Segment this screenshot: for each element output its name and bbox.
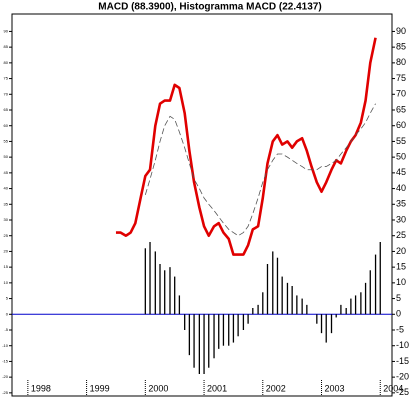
y-tick-label: 70 — [396, 89, 406, 99]
y-tick-label: 85 — [396, 42, 406, 52]
x-tick-label: 2004 — [383, 383, 403, 393]
y-tick-label-left: 70 — [4, 91, 9, 96]
y-tick-label-left: 65 — [4, 107, 9, 112]
plot-frame — [11, 13, 393, 397]
y-tick-label: 80 — [396, 57, 406, 67]
y-tick-label-left: 60 — [4, 123, 9, 128]
x-tick-label: 2003 — [325, 383, 345, 393]
signal-line — [144, 103, 376, 237]
y-tick-label-left: 10 — [4, 280, 9, 285]
x-tick-label: 2001 — [207, 383, 227, 393]
y-tick-label: 10 — [396, 277, 406, 287]
y-tick-label-left: 0 — [6, 311, 9, 316]
x-tick-label: 2002 — [266, 383, 286, 393]
y-tick-label: 55 — [396, 136, 406, 146]
y-tick-label-left: 85 — [4, 44, 9, 49]
y-tick-label-left: 5 — [6, 296, 9, 301]
y-tick-label-left: 30 — [4, 217, 9, 222]
y-tick-label-left: 40 — [4, 186, 9, 191]
y-tick-label-left: 15 — [4, 264, 9, 269]
y-tick-label-left: 80 — [4, 60, 9, 65]
y-tick-label-left: -15 — [2, 358, 9, 363]
x-tick-label: 1999 — [90, 383, 110, 393]
y-tick-label-left: 45 — [4, 170, 9, 175]
chart-title: MACD (88.3900), Histogramma MACD (22.413… — [98, 2, 321, 13]
y-tick-label: 25 — [396, 230, 406, 240]
y-tick-label: -25 — [396, 387, 409, 397]
y-tick-label-left: 20 — [4, 248, 9, 253]
y-tick-label: -15 — [396, 356, 409, 366]
y-tick-label: -20 — [396, 372, 409, 382]
y-tick-label: 0 — [396, 309, 401, 319]
y-tick-label-left: 50 — [4, 154, 9, 159]
y-tick-label: 35 — [396, 199, 406, 209]
y-tick-label: 5 — [396, 293, 401, 303]
y-tick-label: 50 — [396, 152, 406, 162]
y-tick-label: 60 — [396, 120, 406, 130]
x-tick-label: 2000 — [148, 383, 168, 393]
y-tick-label: -10 — [396, 340, 409, 350]
y-tick-label: 90 — [396, 26, 406, 36]
y-tick-label: 45 — [396, 167, 406, 177]
y-tick-label-left: -25 — [2, 390, 9, 395]
y-tick-label: 40 — [396, 183, 406, 193]
macd-line — [115, 37, 377, 256]
y-tick-label: 65 — [396, 104, 406, 114]
y-tick-label: 30 — [396, 214, 406, 224]
y-tick-label-left: 35 — [4, 201, 9, 206]
x-tick-label: 1998 — [31, 383, 51, 393]
y-tick-label-left: -20 — [2, 374, 9, 379]
y-tick-label-left: 75 — [4, 76, 9, 81]
y-tick-label: 20 — [396, 246, 406, 256]
y-tick-label: 15 — [396, 262, 406, 272]
y-tick-label-left: 25 — [4, 233, 9, 238]
y-tick-label-left: 90 — [4, 28, 9, 33]
y-tick-label-left: 55 — [4, 138, 9, 143]
y-tick-label: 75 — [396, 73, 406, 83]
y-tick-label-left: -10 — [2, 343, 9, 348]
y-tick-label: -5 — [396, 324, 404, 334]
y-tick-label-left: -5 — [4, 327, 8, 332]
